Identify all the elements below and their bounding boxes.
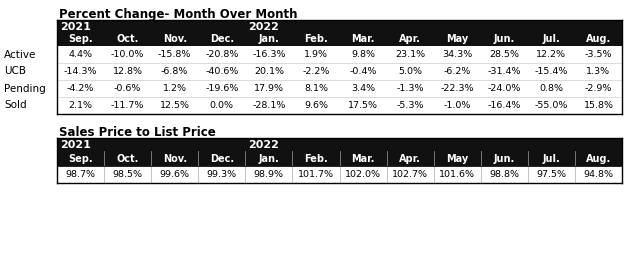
Text: 102.0%: 102.0% (345, 170, 381, 179)
Text: Mar.: Mar. (351, 34, 375, 45)
Text: Sales Price to List Price: Sales Price to List Price (59, 126, 216, 139)
Text: Aug.: Aug. (586, 34, 611, 45)
Text: Jun.: Jun. (494, 34, 515, 45)
Text: 12.5%: 12.5% (160, 101, 190, 110)
Text: May: May (446, 34, 468, 45)
Text: -31.4%: -31.4% (487, 67, 521, 76)
Text: Feb.: Feb. (304, 34, 328, 45)
Text: -20.8%: -20.8% (205, 50, 239, 59)
Text: 2022: 2022 (248, 139, 279, 149)
Text: 97.5%: 97.5% (536, 170, 566, 179)
Text: 99.6%: 99.6% (160, 170, 190, 179)
Text: -14.3%: -14.3% (64, 67, 97, 76)
Text: 4.4%: 4.4% (68, 50, 92, 59)
Text: -28.1%: -28.1% (252, 101, 286, 110)
Text: 2.1%: 2.1% (68, 101, 92, 110)
Text: 1.2%: 1.2% (163, 84, 187, 93)
Text: 5.0%: 5.0% (398, 67, 422, 76)
Text: 34.3%: 34.3% (442, 50, 472, 59)
Text: 17.9%: 17.9% (254, 84, 284, 93)
Text: 9.6%: 9.6% (304, 101, 328, 110)
Text: Feb.: Feb. (304, 153, 328, 164)
Text: -2.2%: -2.2% (302, 67, 330, 76)
Text: 12.2%: 12.2% (536, 50, 566, 59)
Text: -19.6%: -19.6% (205, 84, 239, 93)
Text: 2021: 2021 (60, 139, 91, 149)
Text: 98.9%: 98.9% (254, 170, 284, 179)
Text: 9.8%: 9.8% (351, 50, 375, 59)
Text: 0.0%: 0.0% (210, 101, 234, 110)
Text: -11.7%: -11.7% (111, 101, 144, 110)
Text: -2.9%: -2.9% (585, 84, 612, 93)
Text: 2022: 2022 (248, 21, 279, 32)
Text: 1.9%: 1.9% (304, 50, 328, 59)
Text: 23.1%: 23.1% (395, 50, 425, 59)
Text: 28.5%: 28.5% (489, 50, 519, 59)
Text: Jan.: Jan. (259, 153, 279, 164)
Text: -4.2%: -4.2% (67, 84, 94, 93)
Text: Percent Change- Month Over Month: Percent Change- Month Over Month (59, 8, 298, 21)
Bar (57, 20, 622, 33)
Text: Sep.: Sep. (68, 153, 93, 164)
Text: Sold: Sold (4, 100, 26, 111)
Text: 99.3%: 99.3% (207, 170, 237, 179)
Text: 94.8%: 94.8% (583, 170, 614, 179)
Text: 98.7%: 98.7% (65, 170, 95, 179)
Text: -1.3%: -1.3% (396, 84, 424, 93)
Text: 12.8%: 12.8% (112, 67, 143, 76)
Text: 1.3%: 1.3% (587, 67, 610, 76)
Text: Nov.: Nov. (163, 153, 187, 164)
Text: UCB: UCB (4, 67, 26, 77)
Text: 98.5%: 98.5% (112, 170, 143, 179)
Bar (57, 33, 622, 46)
Text: 3.4%: 3.4% (351, 84, 375, 93)
Text: 102.7%: 102.7% (392, 170, 428, 179)
Bar (57, 151, 622, 166)
Text: -6.8%: -6.8% (161, 67, 188, 76)
Text: 0.8%: 0.8% (539, 84, 563, 93)
Text: -15.8%: -15.8% (158, 50, 192, 59)
Text: -1.0%: -1.0% (443, 101, 471, 110)
Text: Oct.: Oct. (116, 153, 139, 164)
Text: -6.2%: -6.2% (443, 67, 471, 76)
Text: Jun.: Jun. (494, 153, 515, 164)
Text: May: May (446, 153, 468, 164)
Text: -0.6%: -0.6% (114, 84, 141, 93)
Text: Dec.: Dec. (210, 34, 234, 45)
Bar (57, 138, 622, 151)
Text: -24.0%: -24.0% (487, 84, 521, 93)
Text: -0.4%: -0.4% (349, 67, 377, 76)
Text: Jan.: Jan. (259, 34, 279, 45)
Text: -3.5%: -3.5% (585, 50, 612, 59)
Text: -22.3%: -22.3% (440, 84, 474, 93)
Text: 2021: 2021 (60, 21, 91, 32)
Text: -55.0%: -55.0% (534, 101, 568, 110)
Text: Nov.: Nov. (163, 34, 187, 45)
Text: -10.0%: -10.0% (111, 50, 144, 59)
Text: Pending: Pending (4, 83, 46, 94)
Text: 98.8%: 98.8% (489, 170, 519, 179)
Text: 101.6%: 101.6% (439, 170, 475, 179)
Text: Apr.: Apr. (399, 153, 421, 164)
Text: 15.8%: 15.8% (583, 101, 614, 110)
Text: -5.3%: -5.3% (396, 101, 424, 110)
Text: Active: Active (4, 50, 36, 60)
Text: Mar.: Mar. (351, 153, 375, 164)
Text: 8.1%: 8.1% (304, 84, 328, 93)
Text: Aug.: Aug. (586, 153, 611, 164)
Text: 101.7%: 101.7% (298, 170, 334, 179)
Text: -15.4%: -15.4% (534, 67, 568, 76)
Text: Apr.: Apr. (399, 34, 421, 45)
Text: -40.6%: -40.6% (205, 67, 239, 76)
Text: Dec.: Dec. (210, 153, 234, 164)
Text: -16.3%: -16.3% (252, 50, 286, 59)
Text: Jul.: Jul. (543, 153, 560, 164)
Text: Sep.: Sep. (68, 34, 93, 45)
Text: -16.4%: -16.4% (487, 101, 521, 110)
Text: Jul.: Jul. (543, 34, 560, 45)
Text: 17.5%: 17.5% (348, 101, 378, 110)
Text: 20.1%: 20.1% (254, 67, 284, 76)
Text: Oct.: Oct. (116, 34, 139, 45)
